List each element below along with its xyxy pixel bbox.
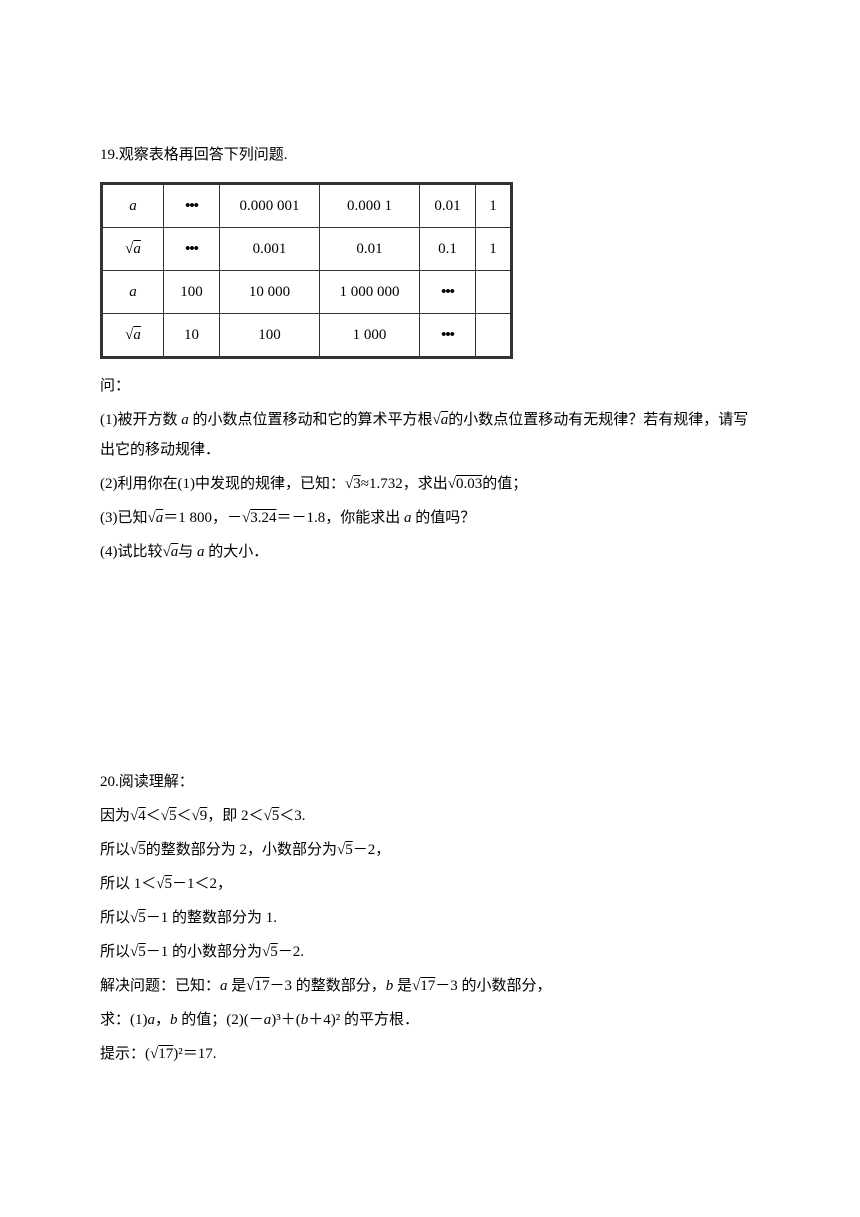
table-cell: ••• xyxy=(420,314,476,358)
table-row: a ••• 0.000 001 0.000 1 0.01 1 xyxy=(102,184,512,228)
reading-line-4: 所以√5－1 的整数部分为 1. xyxy=(100,903,760,933)
question-3: (3)已知√a＝1 800，－√3.24＝－1.8，你能求出 a 的值吗？ xyxy=(100,503,760,533)
problem-19: 19.观察表格再回答下列问题. a ••• 0.000 001 0.000 1 … xyxy=(100,140,760,567)
find-line: 求：(1)a，b 的值；(2)(－a)³＋(b＋4)² 的平方根． xyxy=(100,1005,760,1035)
table-cell: 1 xyxy=(476,184,512,228)
question-label: 问： xyxy=(100,371,760,401)
hint-line: 提示：(√17)²＝17. xyxy=(100,1039,760,1069)
table-cell: a xyxy=(102,184,164,228)
table-cell: 10 000 xyxy=(220,271,320,314)
table-row: a 100 10 000 1 000 000 ••• xyxy=(102,271,512,314)
table-cell: 0.000 001 xyxy=(220,184,320,228)
table-cell: 10 xyxy=(164,314,220,358)
problem-20-title: 20.阅读理解： xyxy=(100,767,760,797)
table-cell xyxy=(476,271,512,314)
reading-line-3: 所以 1＜√5－1＜2， xyxy=(100,869,760,899)
table-cell: √a xyxy=(102,228,164,271)
sqrt-table: a ••• 0.000 001 0.000 1 0.01 1 √a ••• 0.… xyxy=(100,182,513,359)
table-cell: 0.01 xyxy=(420,184,476,228)
problem-20: 20.阅读理解： 因为√4＜√5＜√9，即 2＜√5＜3. 所以√5的整数部分为… xyxy=(100,767,760,1069)
problem-19-title: 19.观察表格再回答下列问题. xyxy=(100,140,760,170)
question-4: (4)试比较√a与 a 的大小． xyxy=(100,537,760,567)
table-cell: ••• xyxy=(164,228,220,271)
table-cell: 100 xyxy=(164,271,220,314)
table-cell xyxy=(476,314,512,358)
reading-line-5: 所以√5－1 的小数部分为√5－2. xyxy=(100,937,760,967)
table-cell: ••• xyxy=(164,184,220,228)
question-1: (1)被开方数 a 的小数点位置移动和它的算术平方根√a的小数点位置移动有无规律… xyxy=(100,405,760,465)
reading-line-2: 所以√5的整数部分为 2，小数部分为√5－2， xyxy=(100,835,760,865)
table-cell: 100 xyxy=(220,314,320,358)
table-cell: √a xyxy=(102,314,164,358)
reading-line-1: 因为√4＜√5＜√9，即 2＜√5＜3. xyxy=(100,801,760,831)
table-row: √a 10 100 1 000 ••• xyxy=(102,314,512,358)
question-2: (2)利用你在(1)中发现的规律，已知：√3≈1.732，求出√0.03的值； xyxy=(100,469,760,499)
solve-problem-line: 解决问题：已知：a 是√17－3 的整数部分，b 是√17－3 的小数部分， xyxy=(100,971,760,1001)
table-cell: ••• xyxy=(420,271,476,314)
table-row: √a ••• 0.001 0.01 0.1 1 xyxy=(102,228,512,271)
table-cell: 1 xyxy=(476,228,512,271)
table-cell: a xyxy=(102,271,164,314)
table-cell: 1 000 xyxy=(320,314,420,358)
table-cell: 0.1 xyxy=(420,228,476,271)
table-cell: 0.001 xyxy=(220,228,320,271)
table-cell: 0.000 1 xyxy=(320,184,420,228)
table-cell: 0.01 xyxy=(320,228,420,271)
table-cell: 1 000 000 xyxy=(320,271,420,314)
